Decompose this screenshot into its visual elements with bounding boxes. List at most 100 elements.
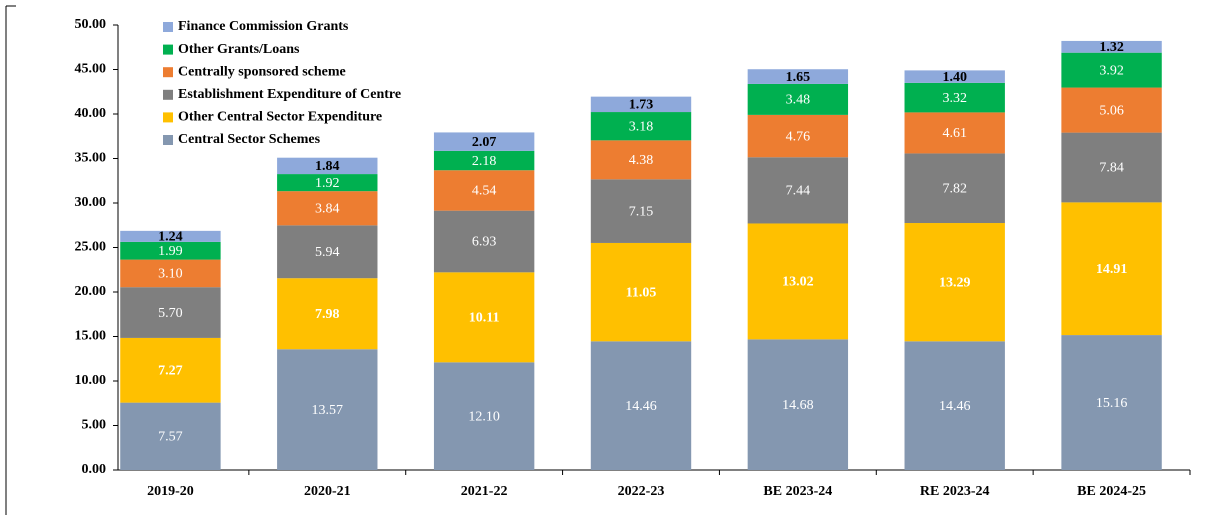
x-tick-label: 2022-23 bbox=[618, 484, 665, 499]
x-tick-label: 2021-22 bbox=[461, 484, 508, 499]
legend-label: Other Central Sector Expenditure bbox=[178, 110, 382, 125]
bar-segment bbox=[433, 362, 535, 470]
x-tick-label: RE 2023-24 bbox=[920, 484, 990, 499]
bar-segment bbox=[277, 278, 378, 350]
bar-segment bbox=[120, 230, 221, 242]
data-label: 4.76 bbox=[786, 129, 811, 144]
bar-segment bbox=[277, 157, 378, 175]
bar-segment bbox=[1061, 202, 1162, 336]
data-label: 14.68 bbox=[782, 398, 814, 413]
bar-segment bbox=[1061, 335, 1162, 470]
bar-segment bbox=[590, 96, 692, 113]
data-label: 4.38 bbox=[629, 153, 654, 168]
data-label: 13.02 bbox=[782, 275, 814, 290]
bar-segment bbox=[747, 339, 849, 470]
y-tick-label: 50.00 bbox=[75, 17, 107, 32]
data-label: 1.40 bbox=[942, 70, 967, 85]
data-label: 5.94 bbox=[315, 245, 340, 260]
legend-label: Other Grants/Loans bbox=[178, 42, 300, 57]
y-tick-label: 5.00 bbox=[82, 418, 107, 433]
bar-segment bbox=[433, 272, 535, 363]
legend-swatch bbox=[163, 67, 173, 78]
legend-swatch bbox=[163, 112, 173, 123]
data-label: 7.15 bbox=[629, 204, 654, 219]
bar-segment bbox=[590, 179, 692, 243]
data-label: 1.84 bbox=[315, 159, 340, 174]
x-tick-label: 2019-20 bbox=[147, 484, 194, 499]
y-tick-label: 15.00 bbox=[75, 329, 107, 344]
data-label: 7.57 bbox=[158, 430, 183, 445]
data-label: 12.10 bbox=[468, 409, 500, 424]
data-label: 15.16 bbox=[1096, 396, 1128, 411]
y-tick-label: 45.00 bbox=[75, 62, 107, 77]
bar-segment bbox=[433, 170, 535, 211]
data-label: 1.65 bbox=[786, 70, 811, 85]
bar-segment bbox=[120, 402, 221, 470]
data-label: 7.98 bbox=[315, 307, 340, 322]
data-label: 4.54 bbox=[472, 184, 497, 199]
bar-segment bbox=[120, 337, 221, 403]
bar-segment bbox=[1061, 132, 1162, 203]
bar-segment bbox=[1061, 87, 1162, 133]
bar-segment bbox=[590, 140, 692, 180]
bar-segment bbox=[277, 225, 378, 279]
data-label: 1.73 bbox=[629, 98, 654, 113]
data-label: 14.46 bbox=[625, 399, 657, 414]
legend-label: Establishment Expenditure of Centre bbox=[178, 87, 401, 102]
bar-segment bbox=[120, 259, 221, 288]
data-label: 14.46 bbox=[939, 399, 971, 414]
bar-segment bbox=[1061, 52, 1162, 88]
y-tick-label: 25.00 bbox=[75, 240, 107, 255]
bar-segment bbox=[747, 114, 849, 158]
bar-segment bbox=[120, 287, 221, 338]
data-label: 4.61 bbox=[942, 126, 967, 141]
data-label: 2.07 bbox=[472, 135, 497, 150]
bar-segment bbox=[904, 82, 1005, 113]
data-label: 3.92 bbox=[1099, 63, 1124, 78]
y-tick-label: 0.00 bbox=[82, 462, 107, 477]
data-label: 3.18 bbox=[629, 119, 654, 134]
legend-swatch bbox=[163, 89, 173, 100]
data-label: 13.57 bbox=[312, 403, 344, 418]
bar-segment bbox=[433, 132, 535, 151]
legend-label: Centrally sponsored scheme bbox=[178, 64, 346, 79]
legend-swatch bbox=[163, 22, 173, 32]
y-tick-label: 35.00 bbox=[75, 151, 107, 166]
data-label: 1.99 bbox=[158, 244, 183, 259]
data-label: 3.48 bbox=[786, 93, 811, 108]
data-label: 1.24 bbox=[158, 230, 183, 245]
x-tick-label: BE 2023-24 bbox=[763, 484, 832, 499]
bar-segment bbox=[277, 349, 378, 470]
data-label: 7.44 bbox=[786, 184, 811, 199]
data-label: 13.29 bbox=[939, 275, 971, 290]
y-tick-label: 30.00 bbox=[75, 195, 107, 210]
legend-swatch bbox=[163, 135, 173, 145]
bar-segment bbox=[904, 341, 1005, 470]
bar-segment bbox=[747, 69, 849, 84]
y-tick-label: 10.00 bbox=[75, 373, 107, 388]
y-tick-label: 40.00 bbox=[75, 106, 107, 121]
bar-segment bbox=[590, 242, 692, 342]
bar-segment bbox=[747, 83, 849, 115]
data-label: 1.32 bbox=[1099, 40, 1124, 55]
data-label: 7.82 bbox=[942, 181, 967, 196]
legend-label: Finance Commission Grants bbox=[178, 19, 349, 34]
data-label: 7.84 bbox=[1099, 161, 1124, 176]
bar-segment bbox=[904, 223, 1005, 342]
bar-segment bbox=[277, 191, 378, 226]
bar-segment bbox=[1061, 40, 1162, 53]
y-tick-label: 20.00 bbox=[75, 284, 107, 299]
bar-segment bbox=[433, 150, 535, 171]
data-label: 6.93 bbox=[472, 235, 497, 250]
bar-segment bbox=[120, 241, 221, 260]
data-label: 3.10 bbox=[158, 267, 183, 282]
bar-segment bbox=[904, 112, 1005, 154]
x-tick-label: 2020-21 bbox=[304, 484, 351, 499]
bar-segment bbox=[904, 153, 1005, 224]
bar-segment bbox=[904, 70, 1005, 83]
data-label: 7.27 bbox=[158, 363, 183, 378]
bar-segment bbox=[747, 157, 849, 224]
bar-segment bbox=[590, 112, 692, 141]
legend-swatch bbox=[163, 44, 173, 55]
data-label: 2.18 bbox=[472, 154, 497, 169]
